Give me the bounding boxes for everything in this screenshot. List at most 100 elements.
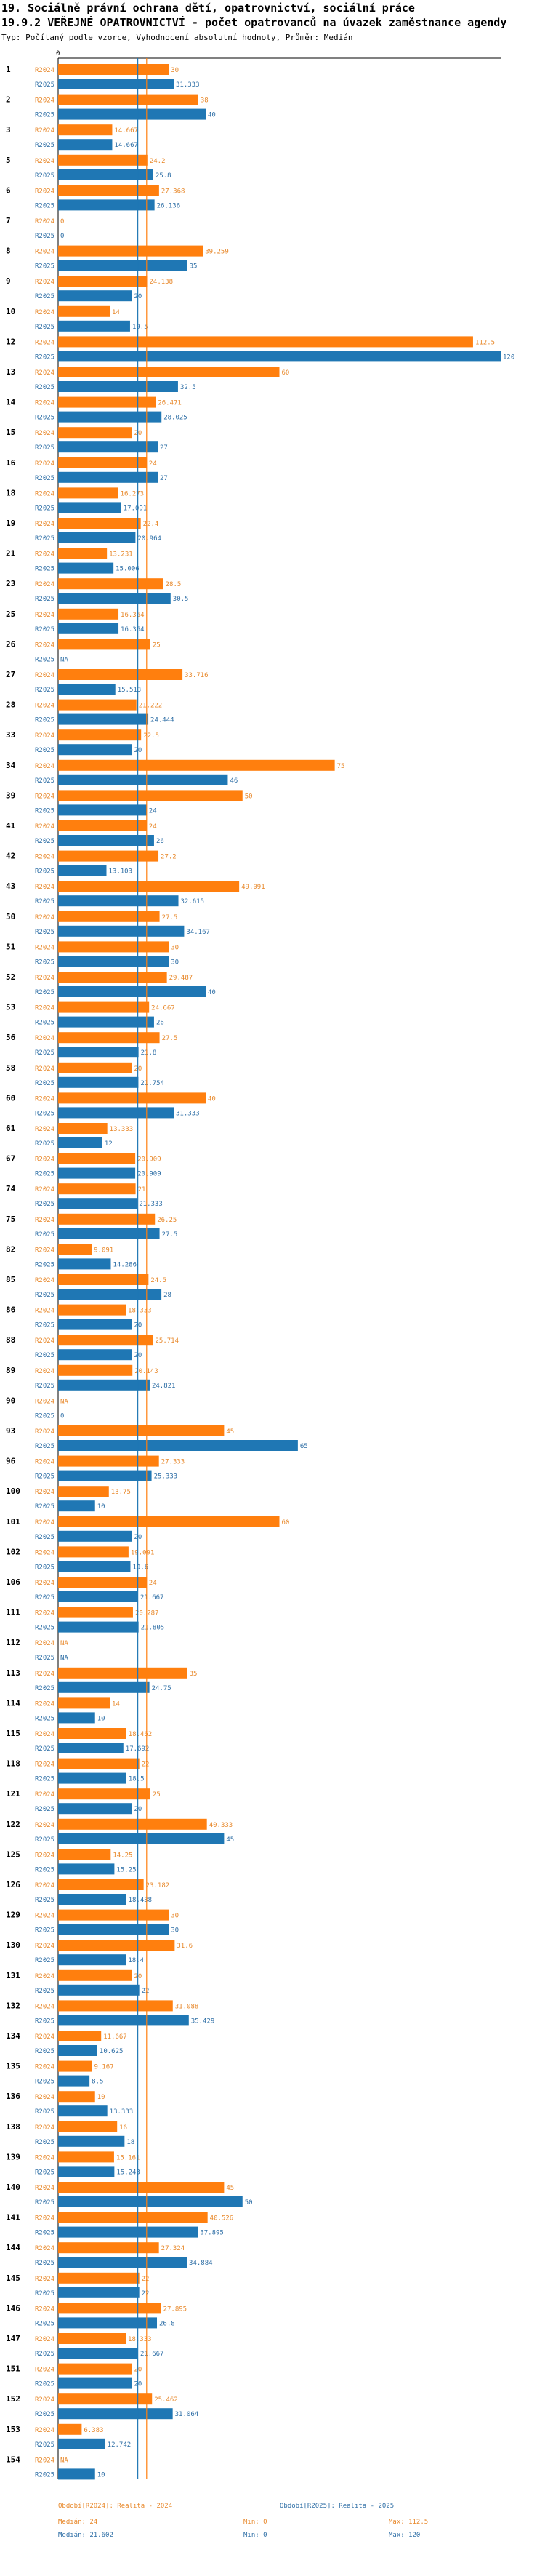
row-label: 132 xyxy=(6,2001,20,2010)
r2024-value-label: 22.4 xyxy=(143,521,159,528)
row-label: 26 xyxy=(6,639,16,649)
r2024-bar xyxy=(58,396,156,408)
row-label: 141 xyxy=(6,2213,20,2223)
r2025-series-label: R2025 xyxy=(35,807,54,815)
row-label: 118 xyxy=(6,1759,20,1769)
r2025-bar xyxy=(58,1894,126,1905)
r2025-value-label: 26.136 xyxy=(157,202,181,209)
r2024-value-label: 33.716 xyxy=(185,672,209,679)
r2025-bar xyxy=(58,290,132,302)
row-label: 51 xyxy=(6,942,16,951)
r2024-value-label: 18.333 xyxy=(128,2336,152,2343)
row-label: 122 xyxy=(6,1820,20,1829)
r2024-series-label: R2024 xyxy=(35,2003,54,2010)
r2025-series-label: R2025 xyxy=(35,1473,54,1481)
r2025-value-label: 28.025 xyxy=(164,415,187,422)
r2025-value-label: 24.75 xyxy=(152,1685,171,1692)
row-label: 102 xyxy=(6,1547,20,1556)
row-label: 75 xyxy=(6,1215,15,1224)
r2025-bar xyxy=(58,1530,132,1542)
r2024-value-label: 22 xyxy=(142,1761,150,1769)
r2024-value-label: NA xyxy=(60,2457,68,2464)
r2025-series-label: R2025 xyxy=(35,989,54,996)
r2024-bar xyxy=(58,1516,280,1527)
r2025-series-label: R2025 xyxy=(35,929,54,936)
r2024-value-label: 15.161 xyxy=(116,2154,140,2161)
r2025-series-label: R2025 xyxy=(35,898,54,905)
row-label: 60 xyxy=(6,1093,15,1103)
r2024-value-label: 24.2 xyxy=(150,158,166,165)
r2024-bar xyxy=(58,1940,175,1951)
row-label: 136 xyxy=(6,2092,20,2101)
r2024-series-label: R2024 xyxy=(35,2124,54,2132)
r2025-series-label: R2025 xyxy=(35,566,54,573)
r2024-value-label: 21 xyxy=(138,1186,146,1193)
r2024-value-label: 30 xyxy=(171,67,179,74)
r2025-value-label: 25.333 xyxy=(154,1473,178,1481)
r2024-series-label: R2024 xyxy=(35,309,54,316)
r2025-value-label: 24.444 xyxy=(150,717,174,724)
r2024-value-label: 26.471 xyxy=(158,400,182,407)
r2024-bar xyxy=(58,1364,133,1376)
r2025-value-label: 12.742 xyxy=(108,2441,132,2449)
r2025-value-label: 30.5 xyxy=(173,596,189,603)
r2025-bar xyxy=(58,2257,187,2268)
r2024-series-label: R2024 xyxy=(35,1580,54,1587)
r2024-value-label: 24.138 xyxy=(150,279,174,286)
r2025-value-label: 21.667 xyxy=(140,1594,164,1601)
r2025-series-label: R2025 xyxy=(35,1231,54,1239)
r2025-value-label: 21.805 xyxy=(141,1625,165,1632)
r2025-bar xyxy=(58,1076,139,1088)
r2025-bar xyxy=(58,1258,111,1270)
median-r2024: Medián: 24 xyxy=(58,2519,97,2526)
r2024-series-label: R2024 xyxy=(35,1035,54,1042)
r2024-bar xyxy=(58,972,167,983)
r2025-series-label: R2025 xyxy=(35,687,54,694)
r2025-bar xyxy=(58,895,179,907)
r2025-series-label: R2025 xyxy=(35,2441,54,2449)
r2024-series-label: R2024 xyxy=(35,2215,54,2223)
r2025-series-label: R2025 xyxy=(35,626,54,633)
r2025-value-label: NA xyxy=(60,656,68,663)
r2024-bar xyxy=(58,1486,109,1497)
r2025-series-label: R2025 xyxy=(35,1776,54,1783)
r2025-bar xyxy=(58,1712,95,1724)
r2025-series-label: R2025 xyxy=(35,777,54,785)
r2024-value-label: 14 xyxy=(112,1700,120,1708)
r2024-bar xyxy=(58,2182,225,2193)
r2024-value-label: 14.25 xyxy=(113,1852,132,1859)
r2025-series-label: R2025 xyxy=(35,444,54,452)
r2025-value-label: 19.5 xyxy=(132,324,148,331)
r2025-series-label: R2025 xyxy=(35,1897,54,1904)
r2024-value-label: 30 xyxy=(171,944,179,951)
r2024-bar xyxy=(58,2423,82,2435)
row-label: 125 xyxy=(6,1849,20,1859)
r2025-bar xyxy=(58,2348,138,2359)
chart-title: 19. Sociálně právní ochrana dětí, opatro… xyxy=(1,1,415,15)
r2025-bar xyxy=(58,684,116,695)
r2024-series-label: R2024 xyxy=(35,703,54,710)
row-label: 100 xyxy=(6,1487,20,1496)
r2025-bar xyxy=(58,1681,150,1693)
r2024-series-label: R2024 xyxy=(35,1156,54,1164)
r2024-series-label: R2024 xyxy=(35,884,54,891)
r2025-bar xyxy=(58,1198,137,1209)
r2024-bar xyxy=(58,185,159,196)
r2025-series-label: R2025 xyxy=(35,1988,54,1995)
r2025-series-label: R2025 xyxy=(35,1443,54,1450)
r2024-series-label: R2024 xyxy=(35,1700,54,1708)
r2024-bar xyxy=(58,1546,129,1558)
row-label: 140 xyxy=(6,2183,20,2192)
r2025-value-label: 24.821 xyxy=(152,1383,176,1390)
r2025-value-label: 25.8 xyxy=(156,172,171,180)
r2024-value-label: 19.091 xyxy=(131,1549,155,1556)
r2025-value-label: 15.25 xyxy=(116,1866,136,1873)
r2024-value-label: 25.714 xyxy=(155,1337,179,1345)
r2024-bar xyxy=(58,2151,114,2163)
r2025-value-label: 18 xyxy=(126,2139,134,2146)
r2024-value-label: 24 xyxy=(149,823,157,831)
r2025-series-label: R2025 xyxy=(35,2320,54,2327)
r2024-series-label: R2024 xyxy=(35,1217,54,1224)
r2024-series-label: R2024 xyxy=(35,823,54,831)
r2024-series-label: R2024 xyxy=(35,1640,54,1647)
